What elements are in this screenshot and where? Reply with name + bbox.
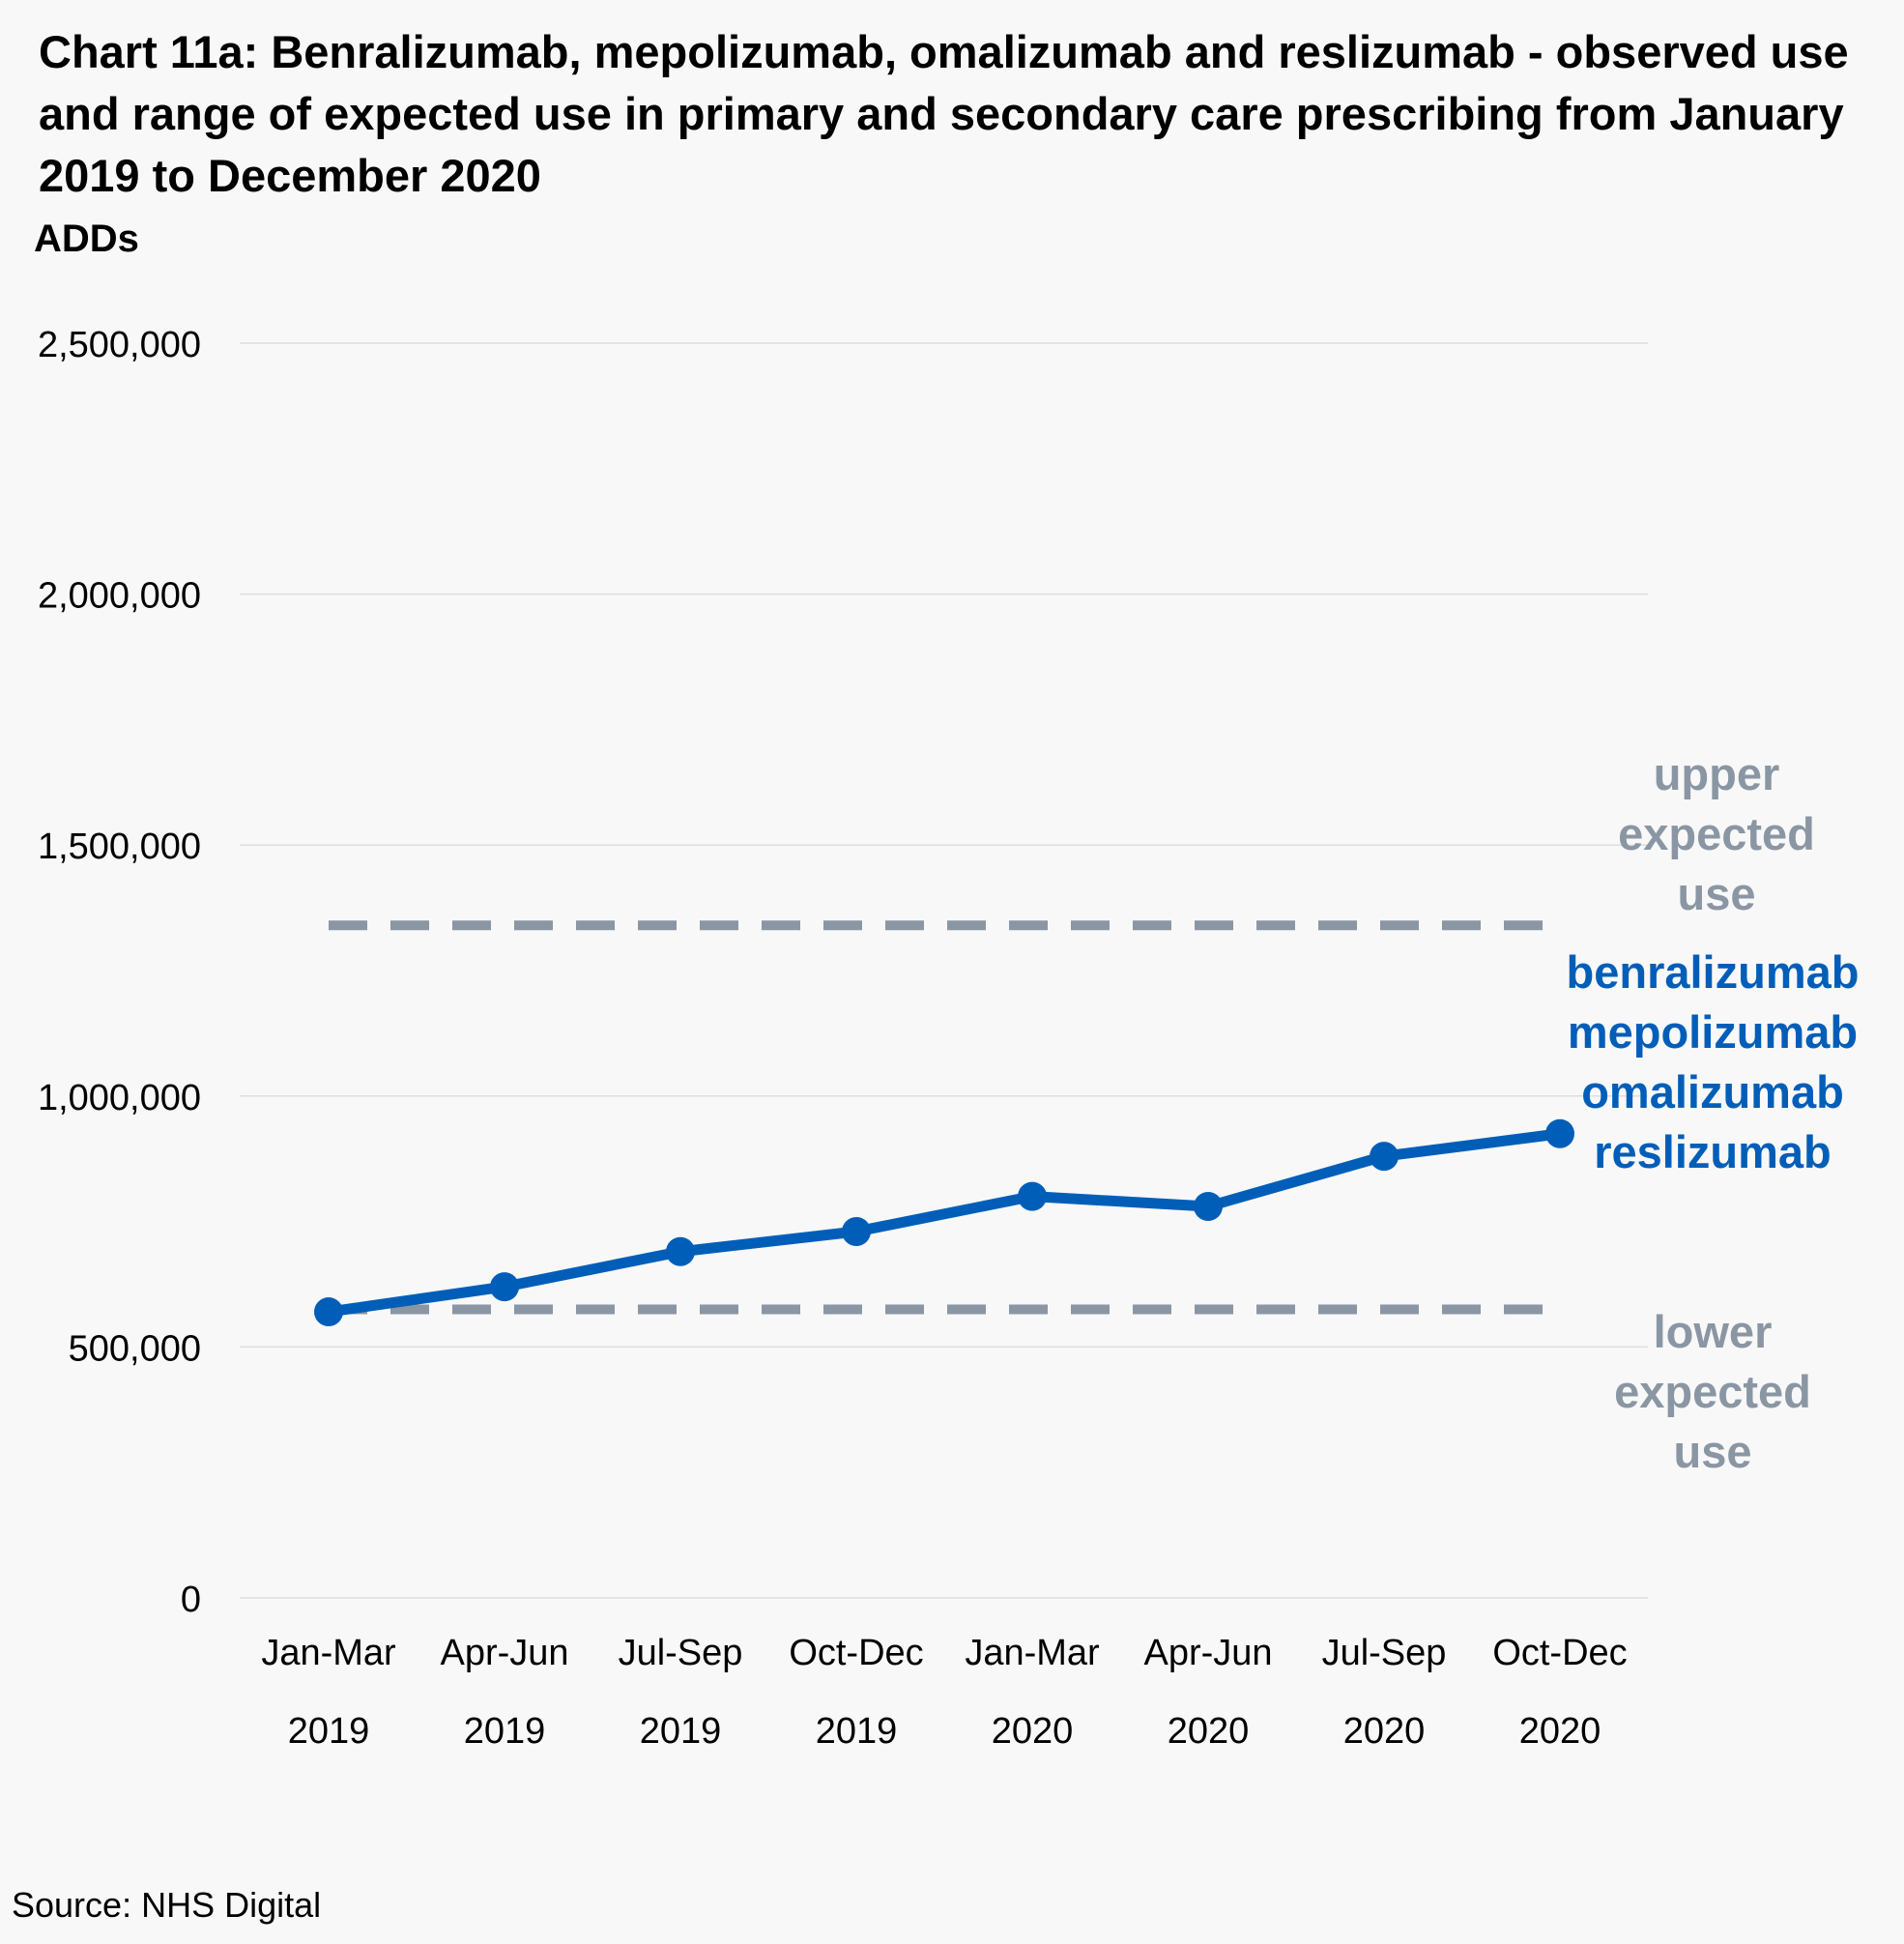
data-point [842,1216,871,1246]
y-tick-label: 2,000,000 [38,576,201,617]
x-tick-label-year: 2020 [992,1711,1074,1752]
series-label-line: use [1678,868,1756,919]
x-tick-label: Jan-Mar [261,1633,396,1673]
x-tick-label-year: 2019 [816,1711,898,1752]
x-tick-label-year: 2020 [1343,1711,1426,1752]
y-tick-label: 2,500,000 [38,325,201,365]
series-label-line: benralizumab [1567,946,1860,998]
x-tick-label: Oct-Dec [1492,1633,1627,1673]
x-tick-label: Oct-Dec [789,1633,923,1673]
series-label-line: expected [1618,808,1815,859]
series-label-line: reslizumab [1594,1126,1832,1177]
source-note: Source: NHS Digital [12,1885,322,1925]
data-point [490,1272,519,1302]
y-tick-label: 1,500,000 [38,827,201,867]
x-tick-label-year: 2019 [464,1711,546,1752]
x-tick-label: Apr-Jun [1143,1633,1272,1673]
series-label: benralizumab mepolizumab omalizumab reslizu… [1567,946,1860,1177]
data-point [666,1236,695,1266]
y-axis: 0 500,000 1,000,000 1,500,000 2,000,000 2,500… [38,325,201,1620]
gridlines [240,342,1648,1599]
x-tick-label: Jan-Mar [965,1633,1100,1673]
y-tick-label: 0 [181,1580,201,1620]
series-label-line: mepolizumab [1568,1006,1858,1058]
series-labels: benralizumab mepolizumab omalizumab reslizu… [1567,748,1860,1477]
x-tick-label-year: 2020 [1168,1711,1250,1752]
series-label-line: lower [1654,1306,1773,1357]
series-layer [314,920,1574,1327]
series-label-line: upper [1654,748,1780,799]
series-label: upper expected use [1618,748,1815,919]
chart-title: Chart 11a: Benralizumab, mepolizumab, om… [39,26,1849,201]
x-tick-label-year: 2019 [288,1711,370,1752]
series-line-observed [328,1128,1561,1318]
x-tick-label: Jul-Sep [619,1633,743,1673]
data-point [1545,1118,1574,1148]
y-axis-label: ADDs [34,218,139,260]
data-point [314,1297,343,1327]
x-tick-label-year: 2019 [640,1711,722,1752]
data-point [1370,1142,1399,1172]
series-label-line: use [1674,1426,1752,1477]
data-point [1194,1192,1223,1222]
y-tick-label: 500,000 [69,1328,201,1369]
y-tick-label: 1,000,000 [38,1078,201,1118]
series-label-line: omalizumab [1581,1066,1844,1117]
series-label-line: expected [1614,1366,1811,1417]
x-tick-label-year: 2020 [1519,1711,1601,1752]
x-tick-label: Apr-Jun [440,1633,568,1673]
data-point [1018,1181,1047,1211]
series-label: lower expected use [1614,1306,1811,1477]
x-tick-label: Jul-Sep [1322,1633,1447,1673]
x-axis: Jan-Mar 2019 Apr-Jun 2019 Jul-Sep 2019 Oct-Dec… [261,1633,1627,1752]
